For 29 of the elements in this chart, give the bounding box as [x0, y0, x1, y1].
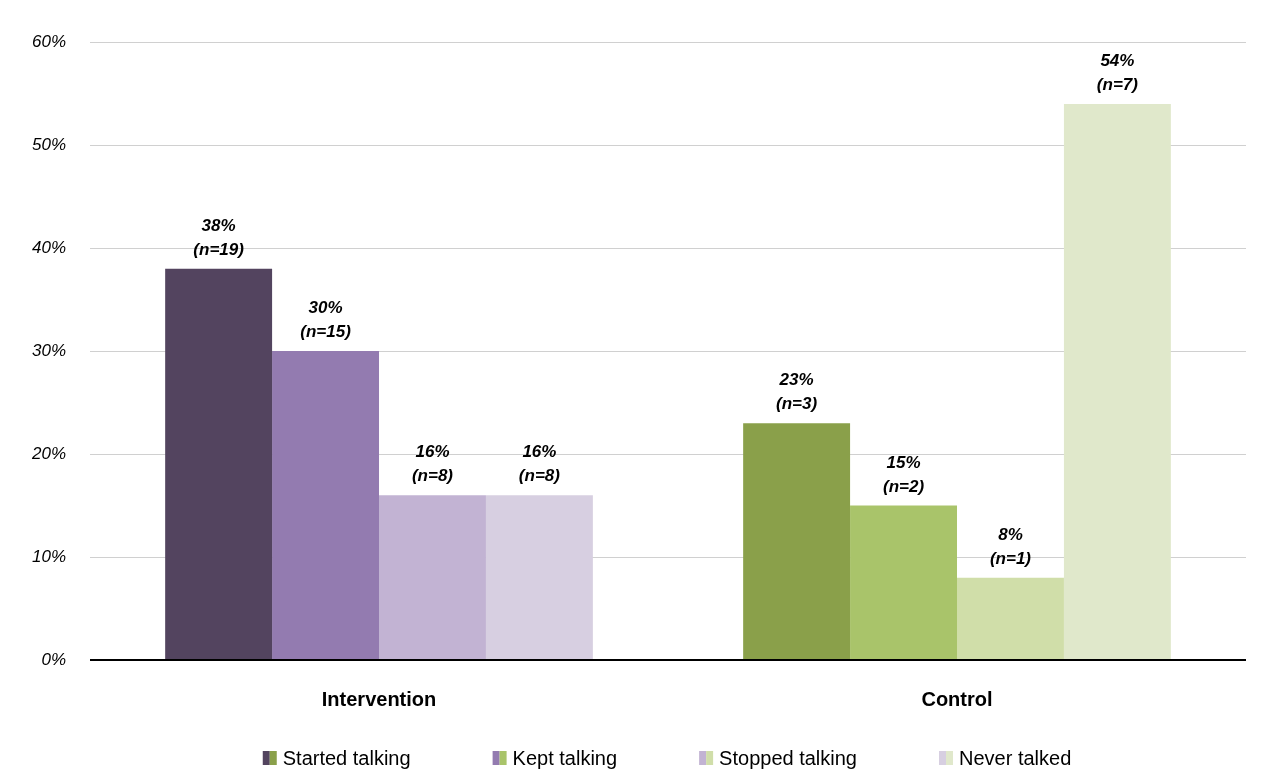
- data-label: 30% (n=15): [300, 298, 352, 342]
- data-label: 15% (n=2): [883, 452, 925, 496]
- bar: [743, 423, 851, 659]
- data-label: 16% (n=8): [411, 442, 454, 486]
- data-label: 38% (n=19): [193, 215, 245, 259]
- bar: [850, 505, 958, 659]
- y-tick-label: 50%: [31, 134, 67, 154]
- y-tick-label: 20%: [30, 443, 67, 463]
- bar: [379, 495, 486, 659]
- bar: [1063, 103, 1171, 659]
- data-label: 23% (n=3): [776, 370, 818, 414]
- legend-label: Kept talking: [512, 746, 618, 769]
- y-tick-label: 60%: [31, 31, 67, 51]
- y-tick-label: 40%: [31, 237, 67, 257]
- y-tick-label: 0%: [41, 649, 67, 669]
- data-label: 16% (n=8): [518, 442, 561, 486]
- y-tick-label: 30%: [31, 340, 67, 360]
- bar: [957, 577, 1064, 659]
- data-label: 8% (n=1): [989, 524, 1032, 568]
- bar: [485, 495, 593, 659]
- bar: [165, 268, 273, 659]
- x-tick-label: Intervention: [321, 687, 437, 710]
- y-tick-label: 10%: [31, 546, 67, 566]
- bar: [272, 351, 380, 659]
- data-label: 54% (n=7): [1096, 51, 1139, 95]
- legend-label: Never talked: [959, 746, 1072, 769]
- legend-label: Stopped talking: [719, 746, 858, 769]
- legend-label: Started talking: [282, 746, 411, 769]
- x-tick-label: Control: [921, 687, 993, 710]
